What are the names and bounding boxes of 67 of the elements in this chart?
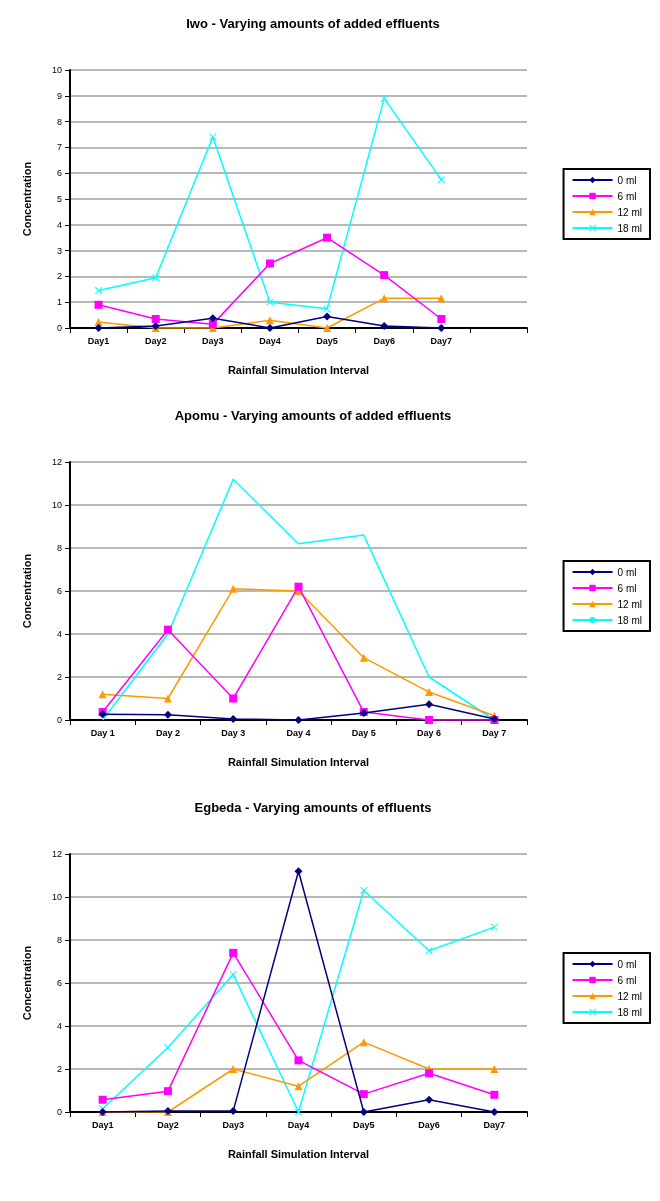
x-tick-label: Day5 bbox=[353, 1119, 375, 1130]
y-tick-label: 3 bbox=[56, 245, 62, 256]
y-tick-label: 7 bbox=[56, 142, 62, 153]
y-tick-label: 8 bbox=[56, 543, 62, 553]
legend-label: 12 ml bbox=[617, 206, 642, 218]
x-tick-label: Day7 bbox=[430, 335, 453, 346]
y-tick-label: 0 bbox=[56, 323, 62, 333]
y-tick-label: 8 bbox=[56, 116, 62, 127]
x-tick-label: Day4 bbox=[259, 335, 281, 346]
y-tick-label: 12 bbox=[51, 457, 62, 467]
legend-label: 18 ml bbox=[617, 222, 642, 234]
x-tick-label: Day2 bbox=[157, 1119, 179, 1130]
legend-label: 6 ml bbox=[617, 190, 637, 202]
x-tick-label: Day 1 bbox=[90, 727, 115, 738]
legend-label: 18 ml bbox=[617, 614, 642, 626]
y-tick-label: 10 bbox=[51, 500, 62, 510]
x-tick-label: Day1 bbox=[91, 1119, 114, 1130]
y-tick-label: 6 bbox=[56, 978, 62, 988]
chart-title: Iwo - Varying amounts of added effluents bbox=[186, 16, 440, 31]
y-tick-label: 6 bbox=[56, 586, 62, 596]
x-tick-label: Day 5 bbox=[351, 727, 376, 738]
x-axis-title: Rainfall Simulation Interval bbox=[227, 755, 370, 768]
x-tick-label: Day 2 bbox=[155, 727, 180, 738]
chart-title: Egbeda - Varying amounts of effluents bbox=[194, 800, 432, 815]
y-tick-label: 10 bbox=[51, 892, 62, 902]
x-tick-label: Day1 bbox=[87, 335, 110, 346]
legend-label: 0 ml bbox=[617, 958, 637, 970]
legend-label: 18 ml bbox=[617, 1006, 642, 1018]
chart-title: Apomu - Varying amounts of added effluents bbox=[174, 408, 452, 423]
y-tick-label: 0 bbox=[56, 715, 62, 725]
y-tick-label: 9 bbox=[56, 90, 62, 101]
legend-label: 12 ml bbox=[617, 598, 642, 610]
y-tick-label: 4 bbox=[56, 1021, 62, 1031]
y-tick-label: 5 bbox=[56, 194, 62, 204]
y-tick-label: 4 bbox=[56, 629, 62, 639]
x-axis-title: Rainfall Simulation Interval bbox=[227, 363, 370, 376]
x-tick-label: Day 7 bbox=[482, 727, 507, 738]
y-axis-title: Concentration bbox=[20, 553, 33, 629]
y-tick-label: 2 bbox=[56, 271, 62, 282]
x-axis-title: Rainfall Simulation Interval bbox=[227, 1147, 370, 1160]
y-tick-label: 2 bbox=[56, 1064, 62, 1074]
legend-label: 0 ml bbox=[617, 566, 637, 578]
x-tick-label: Day 4 bbox=[286, 727, 311, 738]
x-tick-label: Day7 bbox=[483, 1119, 506, 1130]
x-tick-label: Day3 bbox=[222, 1119, 244, 1130]
y-tick-label: 6 bbox=[56, 168, 62, 179]
y-tick-label: 4 bbox=[56, 219, 62, 230]
y-tick-label: 2 bbox=[56, 672, 62, 682]
legend-label: 6 ml bbox=[617, 974, 637, 986]
x-tick-label: Day2 bbox=[144, 335, 167, 346]
y-axis-title: Concentration bbox=[20, 161, 33, 237]
x-tick-label: Day3 bbox=[202, 335, 224, 346]
x-tick-label: Day5 bbox=[316, 335, 338, 346]
legend-label: 0 ml bbox=[617, 174, 637, 186]
legend-label: 12 ml bbox=[617, 990, 642, 1002]
x-tick-label: Day 3 bbox=[221, 727, 246, 738]
x-tick-label: Day 6 bbox=[417, 727, 442, 738]
y-tick-label: 8 bbox=[56, 935, 62, 945]
y-tick-label: 0 bbox=[56, 1107, 62, 1117]
x-tick-label: Day6 bbox=[418, 1119, 440, 1130]
legend-label: 6 ml bbox=[617, 582, 637, 594]
x-tick-label: Day4 bbox=[287, 1119, 310, 1130]
y-tick-label: 10 bbox=[51, 65, 62, 75]
x-tick-label: Day6 bbox=[373, 335, 395, 346]
y-tick-label: 12 bbox=[51, 849, 62, 859]
y-axis-title: Concentration bbox=[20, 945, 33, 1021]
y-tick-label: 1 bbox=[56, 297, 62, 308]
